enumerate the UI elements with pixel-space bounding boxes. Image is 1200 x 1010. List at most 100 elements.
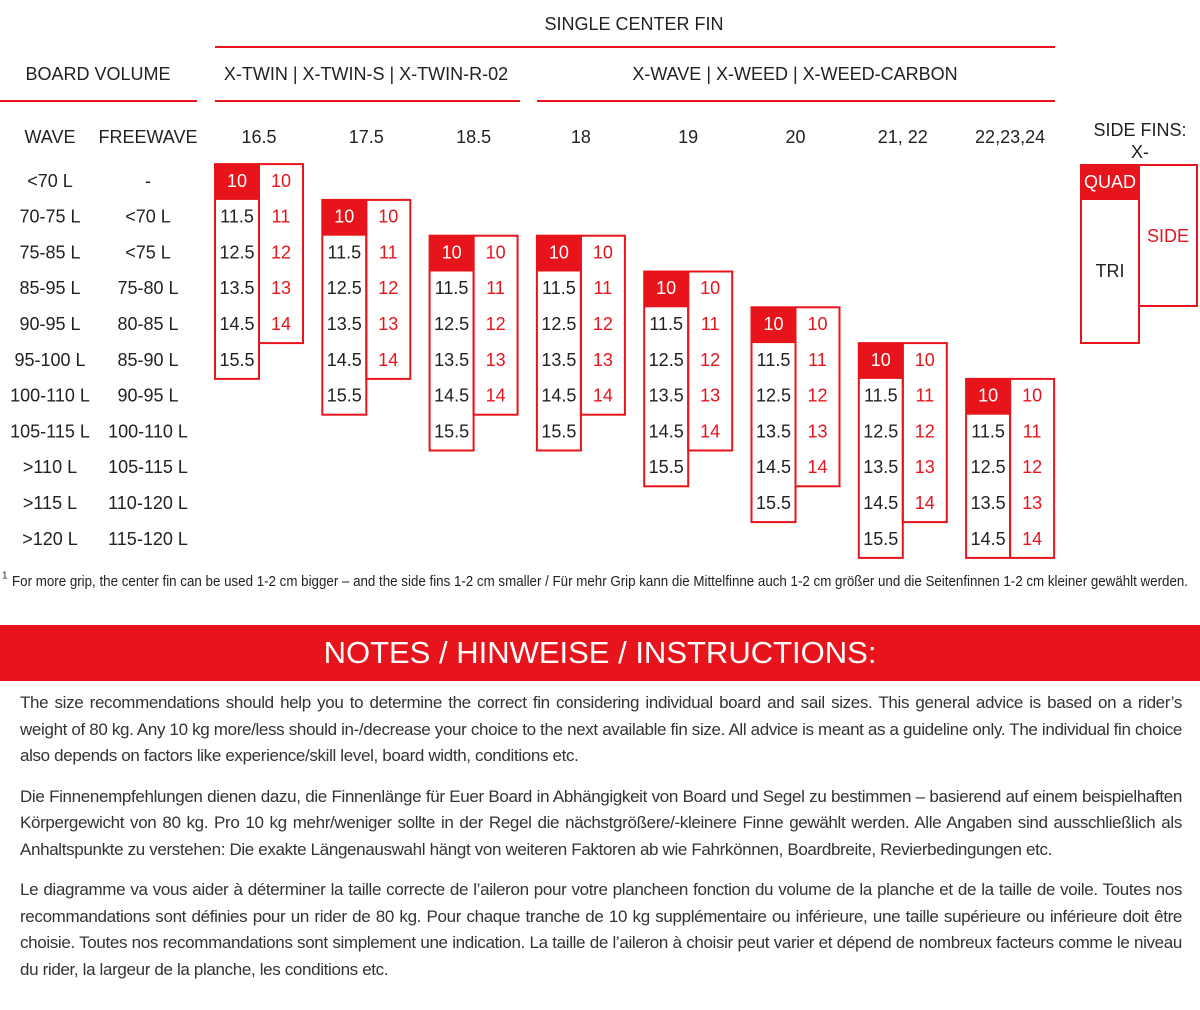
center-fin-size: 10 <box>656 278 676 298</box>
side-box <box>794 306 841 488</box>
center-fin-size: 15.5 <box>327 386 362 406</box>
side-fin-size: 12 <box>378 278 398 298</box>
wave-volume: <70 L <box>27 171 73 191</box>
center-fin-size: 13.5 <box>649 386 684 406</box>
center-fin-size: 11.5 <box>542 278 576 298</box>
side-box <box>258 163 304 345</box>
side-box <box>1138 164 1198 307</box>
center-fin-size: 12.5 <box>756 386 791 406</box>
center-fin-size: 14.5 <box>863 493 898 513</box>
board-volume: BOARD VOLUME <box>25 64 170 84</box>
first-cell <box>644 271 689 308</box>
paragraph: Le diagramme va vous aider à déterminer … <box>20 880 1182 979</box>
first-cell <box>536 235 581 272</box>
side-fin-size: 11 <box>915 386 934 406</box>
side-fin-size: 10 <box>700 278 720 298</box>
wave-volume: 85-95 L <box>19 278 80 298</box>
quad-label: QUAD <box>1084 172 1136 192</box>
center-fin-size: 10 <box>549 242 569 262</box>
center-fin-size: 13.5 <box>756 421 791 441</box>
wave-volume: >115 L <box>23 493 77 513</box>
side-label: SIDE <box>1147 226 1189 246</box>
center-fin-size: 11.5 <box>649 314 683 334</box>
center-fin-size: 11.5 <box>864 386 898 406</box>
wave-volume: 100-110 L <box>10 386 90 406</box>
footnote-marker: 1 <box>2 571 8 582</box>
first-cell <box>966 378 1011 415</box>
side-box <box>901 342 948 524</box>
notes: The size recommendations should help you… <box>20 690 1182 997</box>
fin-chart: SINGLE CENTER FIN BOARD VOLUME X-TWIN | … <box>0 14 1198 590</box>
center-fin-size: 10 <box>334 207 354 227</box>
side-fin-size: 14 <box>378 350 398 370</box>
group-label: X-WAVE | X-WEED | X-WEED-CARBON <box>632 64 957 84</box>
fin-size-header: 20 <box>785 127 805 147</box>
wave-volume: >120 L <box>22 529 78 549</box>
fin-size-header: 16.5 <box>241 127 276 147</box>
side-fin-size: 10 <box>915 350 935 370</box>
center-fin-size: 15.5 <box>756 493 791 513</box>
center-fin-size: 12.5 <box>863 421 898 441</box>
footnote: For more grip, the center fin can be use… <box>12 573 1188 590</box>
side-fin-size: 11 <box>486 278 505 298</box>
quad-box <box>1081 165 1139 200</box>
side-box <box>579 234 626 416</box>
header-title: SINGLE CENTER FIN <box>544 14 723 34</box>
side-fin-size: 11 <box>701 314 720 334</box>
wave-volume: 95-100 L <box>14 350 85 370</box>
side-fin-size: 13 <box>593 350 613 370</box>
side-fin-size: 13 <box>1022 493 1042 513</box>
side-fin-size: 12 <box>271 242 291 262</box>
freewave-volume: 75-80 L <box>117 278 178 298</box>
center-fin-size: 11.5 <box>220 207 254 227</box>
freewave-volume: 80-85 L <box>117 314 178 334</box>
wave-volume: 75-85 L <box>19 242 80 262</box>
center-fin-size: 15.5 <box>219 350 254 370</box>
wave-volume: 90-95 L <box>19 314 80 334</box>
side-fin-size: 13 <box>378 314 398 334</box>
center-fin-size: 15.5 <box>649 457 684 477</box>
center-fin-size: 11.5 <box>757 350 791 370</box>
fin-size-header: 18.5 <box>456 127 491 147</box>
fin-size-header: 22,23,24 <box>975 127 1045 147</box>
center-fin-size: 13.5 <box>327 314 362 334</box>
freewave-volume: 115-120 L <box>108 529 188 549</box>
first-cell <box>215 164 259 200</box>
side-fin-size: 12 <box>593 314 613 334</box>
first-cell <box>429 235 474 272</box>
center-fin-size: 13.5 <box>219 278 254 298</box>
center-fin-size: 15.5 <box>863 529 898 549</box>
freewave-volume: 85-90 L <box>117 350 178 370</box>
center-fin-size: 11.5 <box>971 421 1005 441</box>
center-fin-size: 14.5 <box>649 421 684 441</box>
side-fin-size: 14 <box>486 386 506 406</box>
side-fin-size: 13 <box>807 421 827 441</box>
center-fin-size: 10 <box>227 171 247 191</box>
center-fin-size: 14.5 <box>971 529 1006 549</box>
side-fin-size: 12 <box>486 314 506 334</box>
first-cell <box>751 307 796 344</box>
side-fin-size: 10 <box>378 207 398 227</box>
first-cell <box>322 199 367 236</box>
side-fin-size: 12 <box>1022 457 1042 477</box>
center-fin-size: 11.5 <box>435 278 469 298</box>
side-box <box>472 234 519 416</box>
tri-label: TRI <box>1096 261 1125 281</box>
center-fin-size: 14.5 <box>327 350 362 370</box>
side-fin-size: 14 <box>593 386 613 406</box>
side-fin-size: 12 <box>915 421 935 441</box>
side-box <box>687 270 734 452</box>
freewave-volume: 100-110 L <box>108 421 188 441</box>
center-fin-size: 12.5 <box>219 242 254 262</box>
wave-volume: 105-115 L <box>10 421 90 441</box>
side-fin-size: 13 <box>271 278 291 298</box>
center-fin-size: 14.5 <box>541 386 576 406</box>
side-fins-subtitle: X- <box>1131 142 1149 162</box>
center-fin-size: 14.5 <box>434 386 469 406</box>
side-fin-size: 14 <box>1022 529 1042 549</box>
freewave-volume: 90-95 L <box>117 386 178 406</box>
side-fins-title: SIDE FINS: <box>1093 120 1186 140</box>
fin-size-header: 18 <box>571 127 591 147</box>
center-fin-size: 14.5 <box>756 457 791 477</box>
